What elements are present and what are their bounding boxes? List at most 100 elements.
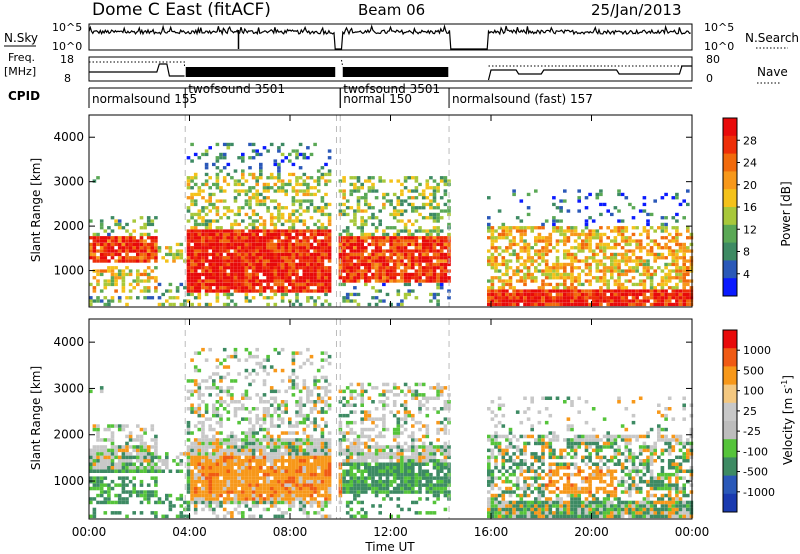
heat-cell (186, 472, 191, 477)
heat-cell (689, 259, 694, 263)
heat-cell (99, 242, 104, 247)
heat-cell (338, 479, 343, 484)
heat-cell (168, 500, 173, 505)
heat-cell (327, 493, 332, 498)
heat-cell (664, 282, 668, 287)
heat-cell (309, 256, 314, 260)
heat-cell (273, 500, 278, 505)
heat-cell (291, 229, 296, 233)
heat-cell (403, 256, 408, 260)
heat-cell (302, 219, 307, 223)
heat-cell (306, 358, 310, 362)
heat-cell (233, 445, 238, 449)
heat-cell (175, 289, 180, 293)
heat-cell (302, 459, 307, 463)
heat-cell (298, 239, 303, 243)
heat-cell (487, 262, 491, 267)
heat-cell (208, 232, 212, 237)
heat-cell (316, 282, 321, 287)
heat-cell (222, 179, 227, 183)
heat-cell (193, 462, 198, 466)
heat-cell (624, 296, 629, 300)
heat-cell (324, 282, 328, 287)
heat-cell (244, 252, 249, 257)
heat-cell (219, 256, 223, 260)
heat-cell (190, 493, 194, 498)
heat-cell (251, 209, 256, 213)
heat-cell (273, 441, 278, 446)
heat-cell (356, 266, 361, 270)
heat-cell (251, 286, 256, 290)
heat-cell (414, 179, 419, 183)
heat-cell (291, 469, 296, 473)
heat-cell (280, 259, 285, 263)
heat-cell (212, 219, 216, 223)
heat-cell (208, 445, 212, 449)
heat-cell (215, 452, 220, 456)
heat-cell (497, 296, 502, 300)
heat-cell (342, 452, 346, 456)
heat-cell (349, 472, 354, 477)
heat-cell (309, 493, 314, 498)
heat-cell (280, 514, 285, 519)
heat-cell (563, 286, 567, 290)
heat-cell (548, 282, 553, 287)
heat-cell (349, 476, 354, 480)
heat-cell (523, 302, 527, 307)
heat-cell (436, 262, 440, 267)
heat-cell (132, 246, 136, 250)
heat-cell (273, 347, 278, 352)
heat-cell (215, 493, 220, 498)
heat-cell (367, 396, 372, 400)
heat-cell (519, 262, 524, 267)
heat-cell (222, 292, 227, 297)
heat-cell (566, 296, 571, 300)
heat-cell (201, 466, 205, 470)
heat-cell (262, 226, 267, 230)
heat-cell (107, 242, 111, 247)
heat-cell (414, 249, 419, 253)
heat-cell (132, 236, 136, 240)
heat-cell (215, 256, 220, 260)
heat-cell (490, 262, 495, 267)
heat-cell (360, 262, 364, 267)
heat-cell (400, 189, 404, 193)
heat-cell (96, 272, 100, 277)
y-tick-label: 1000 (53, 264, 84, 278)
heat-cell (197, 407, 202, 411)
heat-cell (193, 507, 198, 512)
heat-cell (638, 279, 643, 283)
heat-cell (306, 459, 310, 463)
heat-cell (320, 358, 325, 362)
heat-cell (201, 262, 205, 267)
heat-cell (219, 186, 223, 190)
heat-cell (237, 372, 241, 376)
heat-cell (563, 232, 567, 237)
heat-cell (212, 192, 216, 197)
heat-cell (237, 232, 241, 237)
heat-cell (436, 212, 440, 217)
heat-cell (487, 229, 491, 233)
heat-cell (266, 445, 270, 449)
heat-cell (99, 459, 104, 463)
heat-cell (682, 199, 686, 203)
heat-cell (559, 209, 563, 213)
heat-cell (309, 232, 314, 237)
heat-cell (552, 296, 556, 300)
heat-cell (107, 493, 111, 498)
heat-cell (193, 226, 198, 230)
heat-cell (99, 445, 104, 449)
heat-cell (327, 179, 332, 183)
heat-cell (230, 222, 234, 227)
heat-cell (548, 232, 553, 237)
heat-cell (273, 189, 278, 193)
heat-cell (230, 209, 234, 213)
heat-cell (277, 209, 281, 213)
heat-cell (132, 469, 136, 473)
heat-cell (222, 152, 227, 157)
heat-cell (248, 142, 252, 147)
heat-cell (501, 249, 506, 253)
heat-cell (342, 239, 346, 243)
heat-cell (183, 286, 187, 290)
heat-cell (259, 286, 263, 290)
